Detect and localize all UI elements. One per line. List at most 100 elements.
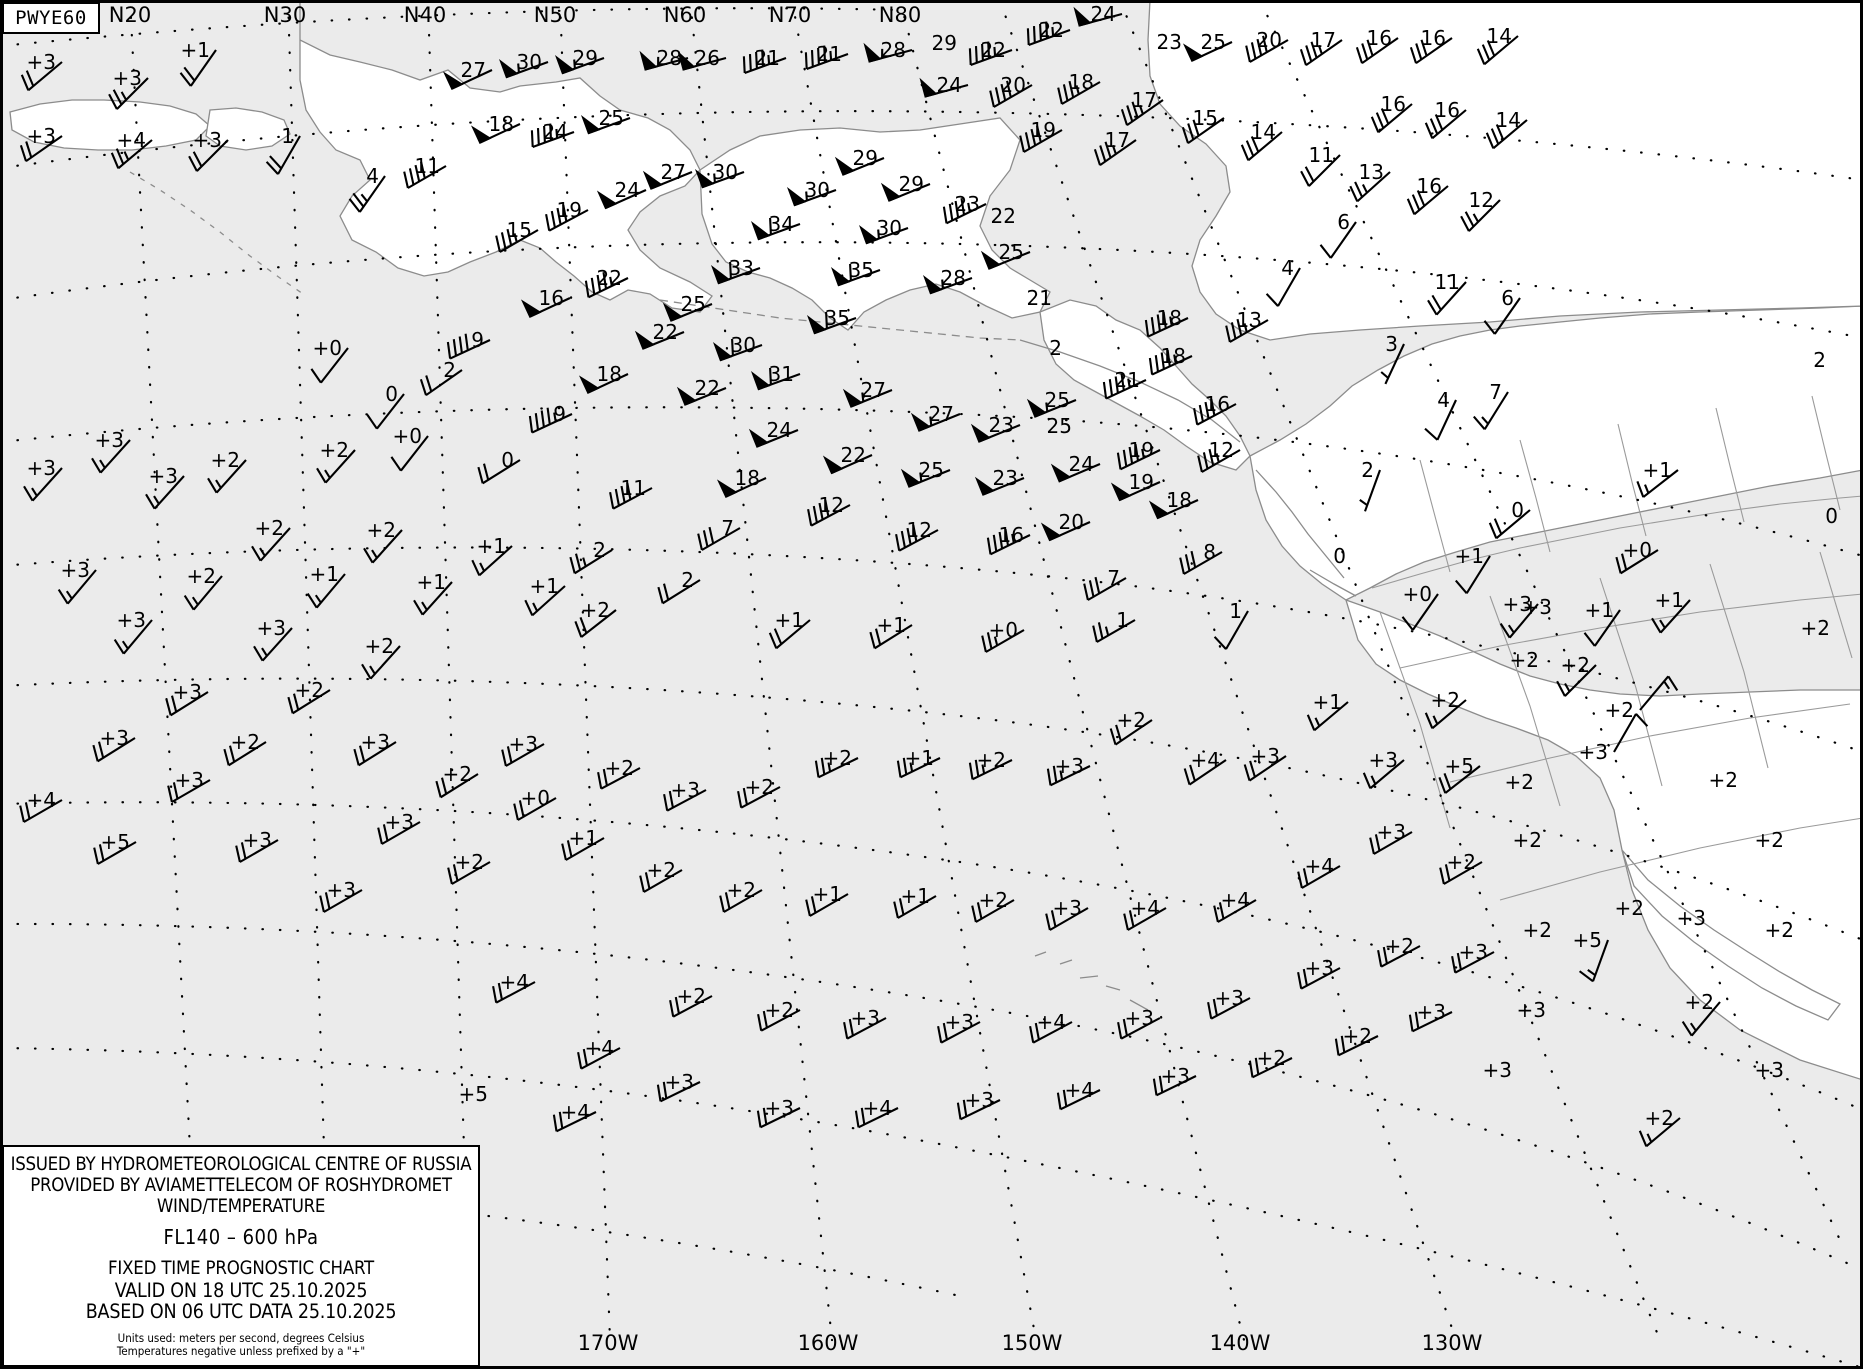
wind-barb — [1438, 765, 1481, 794]
barb-flag — [442, 71, 464, 90]
coast-kuril-chain — [129, 171, 307, 297]
barb-full — [1429, 118, 1439, 135]
station-plot: 16 — [520, 286, 571, 318]
wind-barb — [363, 529, 403, 564]
station-plot: 30 — [786, 178, 837, 207]
wind-barb — [1213, 610, 1249, 650]
barb-full — [1213, 636, 1227, 650]
station-plot: +2 — [435, 762, 479, 799]
barb-full — [644, 872, 651, 890]
station-plot: +2 — [1248, 1046, 1293, 1079]
barb-flag — [554, 55, 575, 75]
barb-full — [1374, 834, 1381, 852]
station-plot: +3 — [1579, 713, 1649, 764]
barb-full — [1154, 355, 1160, 372]
wind-barb — [1050, 463, 1101, 483]
barb-full — [810, 896, 817, 914]
wind-barb — [804, 45, 849, 70]
meridian-label: N80 — [879, 3, 921, 27]
station-plot: 16 — [1370, 92, 1413, 134]
station-plot: +2 — [1109, 708, 1153, 746]
barb-full — [1250, 136, 1260, 153]
station-plot: 23 — [1157, 30, 1182, 54]
temperature-label: 7 — [1489, 380, 1502, 404]
wind-barb — [1639, 675, 1679, 711]
barb-full — [1068, 80, 1075, 98]
station-plot: +3 — [92, 726, 136, 763]
barb-half — [371, 549, 378, 559]
barb-full — [761, 49, 765, 67]
temperature-label: 25 — [599, 106, 624, 130]
station-plot: +3 — [663, 778, 707, 812]
barb-full — [1108, 379, 1114, 396]
barb-full — [820, 757, 826, 775]
barb-full — [1181, 126, 1189, 144]
barb-full — [994, 87, 1001, 105]
barb-full — [435, 780, 442, 798]
barb-full — [358, 745, 366, 763]
wind-barb — [942, 198, 987, 225]
station-plot: 7 — [697, 516, 741, 551]
meridian-label-layer: N20 N30 N40 N50 N60 N70 N80 — [109, 3, 921, 27]
legend-flight-level: FL140 – 600 hPa — [163, 1225, 319, 1250]
station-plot: +0 — [390, 424, 429, 472]
barb-full — [1207, 1002, 1213, 1019]
wind-barb — [310, 347, 349, 384]
wind-barb — [265, 135, 301, 175]
station-plot: +5 — [459, 1082, 488, 1106]
station-plot: 21 — [1102, 368, 1147, 400]
barb-full — [1039, 23, 1042, 41]
station-plot: 2 — [1359, 458, 1381, 512]
barb-full — [942, 206, 948, 224]
border-province-2 — [1519, 439, 1551, 553]
station-plot: 30 — [858, 216, 909, 245]
temperature-label: 25 — [919, 458, 944, 482]
temperature-label: +1 — [477, 534, 506, 558]
border-state-h3 — [1499, 817, 1863, 901]
station-plot: 1 — [1213, 599, 1249, 650]
barb-full — [552, 1114, 558, 1132]
barb-flag — [716, 479, 738, 498]
barb-full — [1150, 317, 1156, 334]
wind-barb — [1193, 398, 1237, 426]
barb-full — [145, 493, 156, 510]
barb-full — [562, 204, 568, 222]
barb-shaft — [376, 393, 405, 430]
legend-sign-note: Temperatures negative unless prefixed by… — [116, 1344, 366, 1359]
wind-barb — [578, 373, 629, 394]
barb-full — [1424, 427, 1439, 441]
temperature-label: +2 — [231, 730, 260, 754]
station-plot: +3 — [1046, 754, 1091, 787]
barb-full — [742, 787, 748, 805]
barb-half — [1045, 402, 1049, 412]
barb-full — [1212, 998, 1218, 1016]
land-arctic-archipelago — [1147, 0, 1863, 341]
station-plot: +3 — [235, 828, 279, 863]
barb-full — [807, 509, 813, 526]
temperature-label: 20 — [1059, 510, 1084, 534]
barb-full — [1297, 871, 1303, 889]
barb-full — [708, 526, 715, 544]
temperature-label: 12 — [819, 493, 844, 517]
barb-full — [1030, 128, 1037, 146]
station-plot: +2 — [363, 518, 403, 564]
barb-full — [805, 899, 811, 917]
wind-barb — [253, 627, 293, 662]
wind-barb — [545, 204, 589, 232]
wind-barb — [306, 573, 346, 609]
temperature-label: +1 — [530, 574, 559, 598]
barb-full — [1635, 713, 1649, 727]
station-plot: +2 — [183, 564, 223, 611]
station-plot: +2 — [757, 998, 801, 1032]
land-canada-west — [1249, 305, 1863, 601]
barb-full — [97, 741, 105, 759]
wind-barb — [179, 49, 217, 87]
temperature-label: 24 — [937, 73, 962, 97]
wind-barb — [1370, 103, 1413, 134]
wind-barb — [656, 1081, 701, 1103]
barb-full — [1218, 902, 1225, 920]
barb-full — [1052, 765, 1058, 783]
barb-full — [172, 782, 179, 800]
temperature-label: +2 — [187, 564, 216, 588]
station-plot: +0 — [1615, 538, 1659, 575]
